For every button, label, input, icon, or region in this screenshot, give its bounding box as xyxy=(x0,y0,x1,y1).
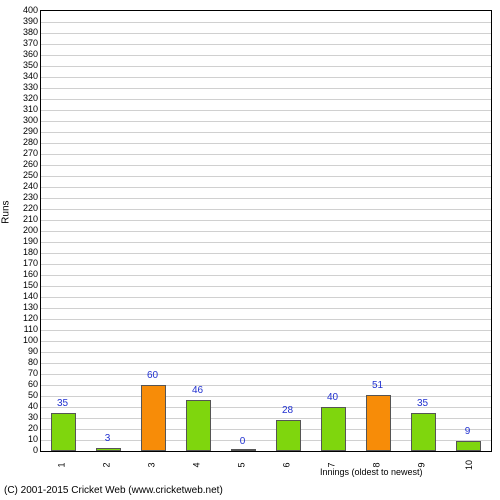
bar xyxy=(276,420,301,451)
y-tick-label: 390 xyxy=(23,16,38,26)
x-tick-label: 6 xyxy=(281,462,291,467)
y-tick-label: 370 xyxy=(23,38,38,48)
bar-value-label: 3 xyxy=(105,433,111,444)
bar-value-label: 40 xyxy=(327,392,338,403)
x-tick-label: 5 xyxy=(236,462,246,467)
y-tick-label: 70 xyxy=(28,368,38,378)
y-tick-label: 140 xyxy=(23,291,38,301)
x-tick-label: 3 xyxy=(146,462,156,467)
y-tick-label: 200 xyxy=(23,225,38,235)
y-tick-label: 400 xyxy=(23,5,38,15)
y-tick-label: 20 xyxy=(28,423,38,433)
y-tick-label: 50 xyxy=(28,390,38,400)
x-tick-label: 7 xyxy=(326,462,336,467)
bar-value-label: 35 xyxy=(417,398,428,409)
bar xyxy=(411,413,436,452)
copyright-text: (C) 2001-2015 Cricket Web (www.cricketwe… xyxy=(4,485,223,496)
bar-value-label: 51 xyxy=(372,380,383,391)
y-tick-label: 230 xyxy=(23,192,38,202)
y-tick-label: 150 xyxy=(23,280,38,290)
x-tick-label: 1 xyxy=(56,462,66,467)
y-tick-label: 120 xyxy=(23,313,38,323)
bar xyxy=(456,441,481,451)
bar-value-label: 60 xyxy=(147,370,158,381)
y-tick-label: 250 xyxy=(23,170,38,180)
bars-layer xyxy=(41,11,491,451)
y-tick-label: 180 xyxy=(23,247,38,257)
y-tick-label: 100 xyxy=(23,335,38,345)
y-tick-label: 300 xyxy=(23,115,38,125)
x-tick-label: 8 xyxy=(371,462,381,467)
bar xyxy=(366,395,391,451)
y-tick-label: 310 xyxy=(23,104,38,114)
bar xyxy=(186,400,211,451)
y-tick-label: 350 xyxy=(23,60,38,70)
x-tick-label: 10 xyxy=(464,460,474,470)
y-axis-label: Runs xyxy=(1,200,12,223)
bar-value-label: 0 xyxy=(240,436,246,447)
y-tick-label: 290 xyxy=(23,126,38,136)
y-tick-label: 170 xyxy=(23,258,38,268)
y-tick-label: 90 xyxy=(28,346,38,356)
y-tick-label: 0 xyxy=(33,445,38,455)
y-tick-label: 40 xyxy=(28,401,38,411)
y-tick-label: 190 xyxy=(23,236,38,246)
y-tick-label: 10 xyxy=(28,434,38,444)
bar xyxy=(141,385,166,451)
y-tick-label: 210 xyxy=(23,214,38,224)
x-tick-label: 9 xyxy=(416,462,426,467)
y-tick-label: 60 xyxy=(28,379,38,389)
y-tick-label: 360 xyxy=(23,49,38,59)
bar-value-label: 46 xyxy=(192,385,203,396)
y-tick-label: 160 xyxy=(23,269,38,279)
bar-value-label: 9 xyxy=(465,426,471,437)
y-tick-label: 280 xyxy=(23,137,38,147)
y-tick-label: 240 xyxy=(23,181,38,191)
bar xyxy=(321,407,346,451)
plot-area xyxy=(40,10,492,452)
y-tick-label: 220 xyxy=(23,203,38,213)
y-tick-label: 110 xyxy=(24,324,38,334)
y-tick-label: 270 xyxy=(23,148,38,158)
bar xyxy=(96,448,121,451)
bar xyxy=(231,449,256,451)
y-tick-label: 330 xyxy=(23,82,38,92)
y-tick-label: 340 xyxy=(23,71,38,81)
bar-value-label: 28 xyxy=(282,405,293,416)
y-tick-label: 80 xyxy=(28,357,38,367)
y-tick-label: 30 xyxy=(28,412,38,422)
bar xyxy=(51,413,76,452)
x-tick-label: 4 xyxy=(191,462,201,467)
y-tick-label: 260 xyxy=(23,159,38,169)
y-tick-label: 130 xyxy=(23,302,38,312)
x-axis-label: Innings (oldest to newest) xyxy=(320,467,423,477)
y-tick-label: 380 xyxy=(23,27,38,37)
x-tick-label: 2 xyxy=(101,462,111,467)
bar-value-label: 35 xyxy=(57,398,68,409)
y-tick-label: 320 xyxy=(23,93,38,103)
